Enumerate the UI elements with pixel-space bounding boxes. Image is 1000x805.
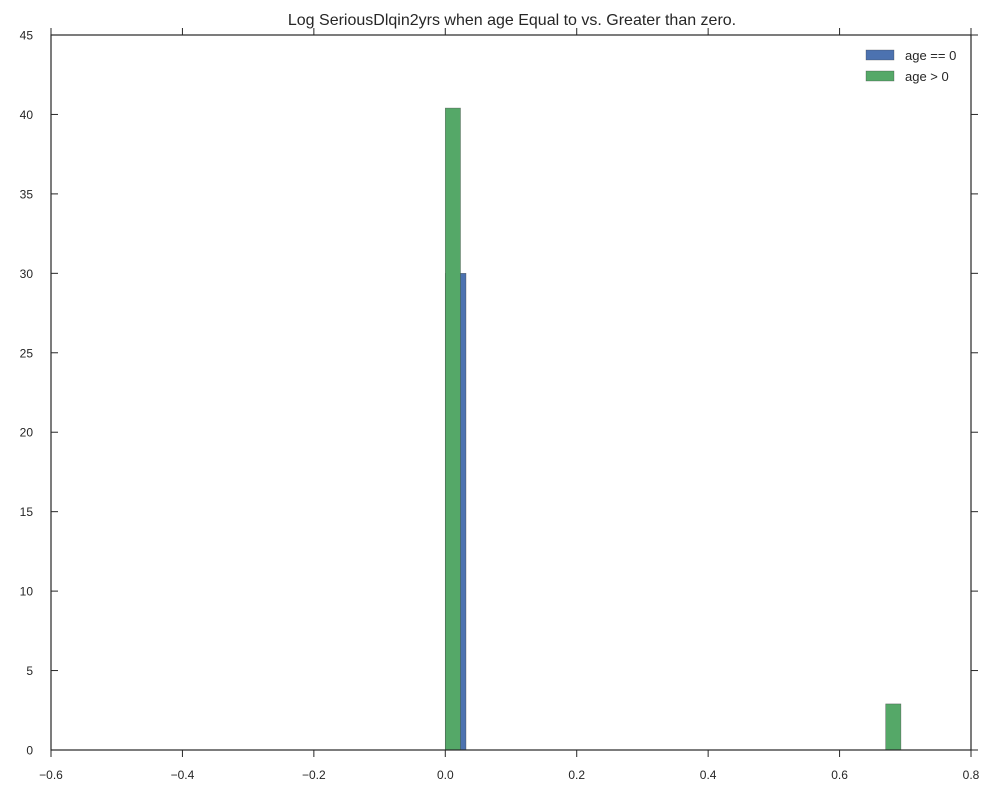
plot-background	[51, 35, 971, 750]
y-tick-label: 10	[20, 585, 34, 599]
legend-swatch-1	[865, 70, 895, 82]
legend: age == 0 age > 0	[865, 48, 956, 84]
x-tick-label: 0.6	[831, 768, 848, 782]
x-tick-label: 0.8	[963, 768, 980, 782]
y-tick-label: 0	[26, 744, 33, 758]
y-tick-label: 20	[20, 426, 34, 440]
legend-swatch-0	[865, 49, 895, 61]
bars-group	[444, 107, 902, 751]
axes-frame	[50, 34, 972, 751]
x-tick-label: −0.6	[39, 768, 63, 782]
axes-border	[50, 34, 972, 751]
bar-series-1-bin-1	[885, 703, 902, 751]
y-tick-label: 40	[20, 108, 34, 122]
y-tick-label: 45	[20, 29, 34, 43]
y-tick-label: 5	[26, 664, 33, 678]
y-tick-label: 35	[20, 187, 34, 201]
x-tick-label: 0.0	[437, 768, 454, 782]
x-tick-label: 0.2	[568, 768, 585, 782]
ticks-group: −0.6 −0.4 −0.2 0.0 0.2 0.4 0.6 0.8 0 5 10 15 20 25 30 3…	[20, 28, 980, 782]
y-tick-label: 25	[20, 346, 34, 360]
legend-label-0: age == 0	[905, 48, 956, 63]
bar-series-1-bin-0	[444, 107, 461, 751]
x-tick-label: −0.2	[302, 768, 326, 782]
x-tick-label: −0.4	[171, 768, 195, 782]
x-tick-label: 0.4	[700, 768, 717, 782]
legend-label-1: age > 0	[905, 69, 949, 84]
y-tick-label: 30	[20, 267, 34, 281]
y-tick-label: 15	[20, 505, 34, 519]
